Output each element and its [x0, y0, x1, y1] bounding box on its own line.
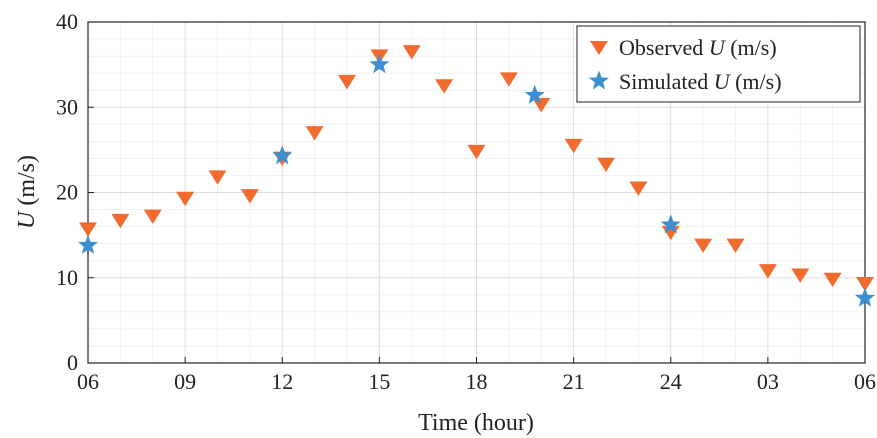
x-tick-label: 18: [466, 369, 488, 394]
observed-point: [435, 79, 454, 94]
simulated-point: [78, 234, 98, 254]
x-axis-label: Time (hour): [418, 410, 534, 436]
observed-point: [726, 238, 745, 254]
observed-point: [856, 276, 874, 292]
legend-box: [576, 25, 861, 103]
observed-point: [564, 138, 583, 154]
observed-point: [532, 97, 551, 113]
series-simulated: [78, 54, 875, 307]
observed-point: [694, 238, 713, 254]
observed-point: [823, 272, 842, 288]
y-tick-label: 10: [56, 265, 78, 290]
x-tick-label: 06: [854, 369, 876, 394]
x-tick-label: 03: [757, 369, 779, 394]
observed-point: [467, 144, 486, 160]
x-tick-label: 09: [174, 369, 196, 394]
observed-point: [143, 209, 162, 225]
simulated-point: [855, 287, 875, 307]
x-tick-label: 06: [77, 369, 99, 394]
observed-point: [499, 72, 518, 87]
series-layer: [78, 45, 875, 307]
observed-point: [758, 264, 777, 279]
x-tick-label: 12: [271, 369, 293, 394]
observed-point: [176, 191, 195, 207]
observed-point: [597, 157, 615, 173]
observed-point: [629, 181, 648, 196]
legend-observed-label: Observed U (m/s): [619, 35, 777, 60]
simulated-point: [524, 84, 545, 104]
observed-point: [338, 74, 356, 90]
observed-point: [79, 222, 97, 237]
x-tick-label: 21: [563, 369, 585, 394]
y-axis-symbol: U: [14, 210, 40, 229]
y-axis-unit: (m/s): [14, 155, 40, 212]
y-tick-label: 40: [56, 9, 78, 34]
legend: Observed U (m/s) Simulated U (m/s): [576, 25, 861, 103]
y-tick-label: 0: [67, 350, 78, 375]
observed-point: [791, 268, 810, 283]
simulated-point: [660, 214, 681, 234]
observed-point: [208, 170, 227, 185]
observed-point: [240, 189, 259, 204]
y-axis-label: U (m/s): [14, 155, 40, 229]
observed-point: [402, 45, 421, 60]
legend-simulated-label: Simulated U (m/s): [619, 69, 782, 94]
y-tick-label: 30: [56, 94, 78, 119]
observed-point: [305, 126, 324, 141]
x-tick-label: 15: [368, 369, 390, 394]
simulated-point: [272, 145, 293, 165]
x-tick-label: 24: [660, 369, 682, 394]
y-tick-label: 20: [56, 180, 78, 205]
legend-observed-marker: [590, 41, 608, 55]
observed-point: [111, 213, 130, 229]
series-observed: [79, 45, 874, 292]
simulated-point: [369, 54, 390, 74]
legend-simulated-marker: [589, 70, 609, 90]
